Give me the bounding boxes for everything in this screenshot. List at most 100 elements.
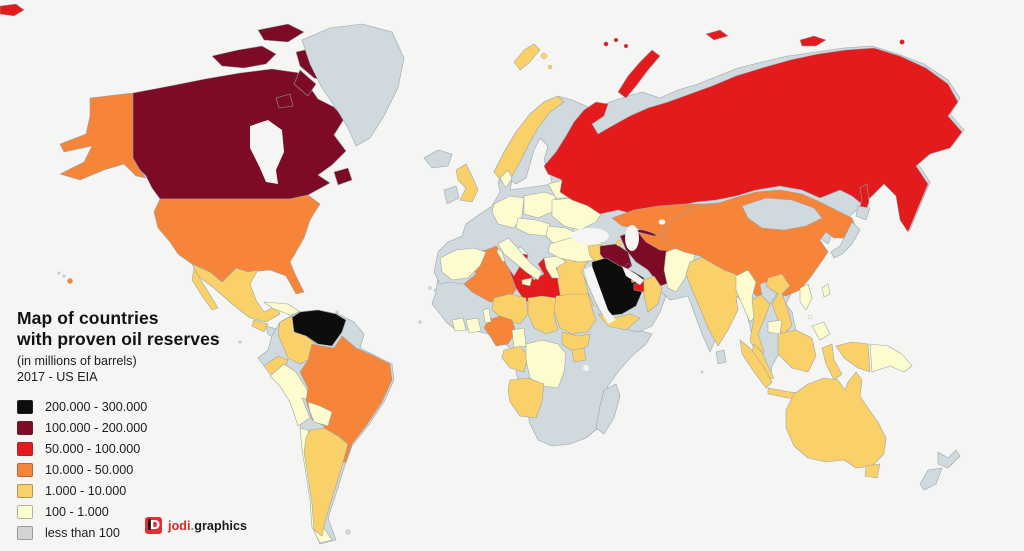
region-nigeria <box>484 316 516 346</box>
legend-swatch-less-100 <box>17 525 33 540</box>
lake-victoria <box>583 365 589 371</box>
legend-row: 100 - 1.000 <box>17 501 267 522</box>
region-united-kingdom <box>456 164 478 202</box>
region-uganda <box>572 348 586 362</box>
region-borneo <box>778 330 816 372</box>
title-line1: Map of countries <box>17 308 159 328</box>
legend: 200.000 - 300.000 100.000 - 200.000 50.0… <box>17 396 267 543</box>
region-drc <box>526 340 566 388</box>
region-angola <box>508 378 544 418</box>
region-franz-josef-land <box>624 44 628 48</box>
region-philippines-luzon <box>800 284 812 310</box>
region-azerbaijan <box>616 240 622 246</box>
subtitle-block: (in millions of barrels) 2017 - US EIA <box>17 354 267 385</box>
legend-label: 100.000 - 200.000 <box>45 420 148 435</box>
page-title: Map of countries with proven oil reserve… <box>17 308 267 349</box>
region-galapagos <box>239 341 242 344</box>
red-sea <box>584 266 616 324</box>
region-west-papua <box>836 342 870 372</box>
legend-swatch-200k-300k <box>17 399 33 414</box>
legend-row: 50.000 - 100.000 <box>17 438 267 459</box>
region-hawaii <box>67 278 72 283</box>
jodi-graphics-logo-icon: D <box>145 517 162 534</box>
region-mongolia <box>742 198 822 230</box>
region-denmark <box>500 170 512 188</box>
region-canary-islands <box>429 287 432 290</box>
region-sudan <box>554 294 596 334</box>
brand-name: jodi.graphics <box>168 519 247 533</box>
region-vietnam <box>766 274 792 336</box>
region-sumatra <box>740 340 772 388</box>
region-maldives <box>701 371 703 373</box>
brand-footer: D jodi.graphics <box>145 517 247 534</box>
region-usa <box>154 195 320 294</box>
region-ireland <box>444 186 459 204</box>
region-severnaya-zemlya <box>706 30 728 40</box>
legend-label: 10.000 - 50.000 <box>45 462 134 477</box>
region-papua-new-guinea <box>870 344 912 372</box>
region-norway <box>494 96 564 182</box>
region-cameroon <box>512 328 526 348</box>
info-panel: Map of countries with proven oil reserve… <box>17 308 267 543</box>
region-canada-southampton <box>276 94 293 108</box>
region-japan-hokkaido <box>856 206 870 220</box>
legend-label: 50.000 - 100.000 <box>45 441 141 456</box>
region-japan-honshu <box>831 222 860 258</box>
region-italy <box>498 238 542 280</box>
region-new-siberian-islands <box>800 36 826 46</box>
brand-name-separator: . <box>190 518 195 533</box>
legend-row: 100.000 - 200.000 <box>17 417 267 438</box>
legend-row: 200.000 - 300.000 <box>17 396 267 417</box>
region-sicily <box>522 278 532 286</box>
region-oman <box>644 276 662 312</box>
legend-label: 1.000 - 10.000 <box>45 483 127 498</box>
region-taiwan <box>822 284 830 297</box>
region-canada-newfoundland <box>334 168 352 185</box>
region-sulawesi <box>822 344 842 380</box>
title-line2: with proven oil reserves <box>17 328 220 349</box>
region-benin-togo <box>483 308 491 323</box>
region-ivory-coast <box>452 318 466 331</box>
legend-swatch-10k-50k <box>17 462 33 477</box>
region-australia <box>786 372 886 468</box>
region-baja-california <box>192 268 218 310</box>
region-south-sudan <box>562 332 590 352</box>
pacific-islet <box>58 272 60 274</box>
brand-name-secondary: graphics <box>194 518 248 533</box>
region-kuwait <box>626 264 631 269</box>
region-new-zealand-south <box>920 468 942 490</box>
region-svalbard <box>548 65 552 69</box>
region-lesser-antilles <box>336 311 339 314</box>
region-russia-chukotka-wrap <box>0 4 24 16</box>
region-franz-josef-land <box>604 42 608 46</box>
logo-j-stroke <box>148 519 151 530</box>
region-canada-ellesmere <box>258 24 304 42</box>
region-canada-victoria <box>212 46 276 68</box>
legend-row: 1.000 - 10.000 <box>17 480 267 501</box>
region-bolivia <box>308 402 332 426</box>
region-novaya-zemlya <box>618 50 660 98</box>
region-canary-islands <box>434 289 436 291</box>
persian-gulf <box>622 266 644 285</box>
legend-swatch-100-1k <box>17 504 33 519</box>
region-svalbard <box>514 44 540 70</box>
region-guatemala <box>252 320 268 332</box>
black-sea <box>571 228 609 244</box>
pacific-islet <box>63 275 65 277</box>
subtitle-units: (in millions of barrels) <box>17 354 137 368</box>
region-wrangel-island <box>900 40 905 45</box>
legend-row: less than 100 <box>17 522 267 543</box>
region-sri-lanka <box>716 350 726 364</box>
legend-label: 100 - 1.000 <box>45 504 109 519</box>
legend-label: less than 100 <box>45 525 120 540</box>
region-iceland <box>424 150 452 168</box>
region-new-zealand-north <box>938 450 960 468</box>
aral-sea <box>658 219 666 225</box>
region-svalbard <box>541 53 547 59</box>
region-falkland-islands <box>346 530 351 535</box>
region-canada-baffin-tail <box>294 70 316 96</box>
subtitle-source: 2017 - US EIA <box>17 369 98 384</box>
hudson-bay <box>250 120 284 184</box>
legend-swatch-50k-100k <box>17 441 33 456</box>
